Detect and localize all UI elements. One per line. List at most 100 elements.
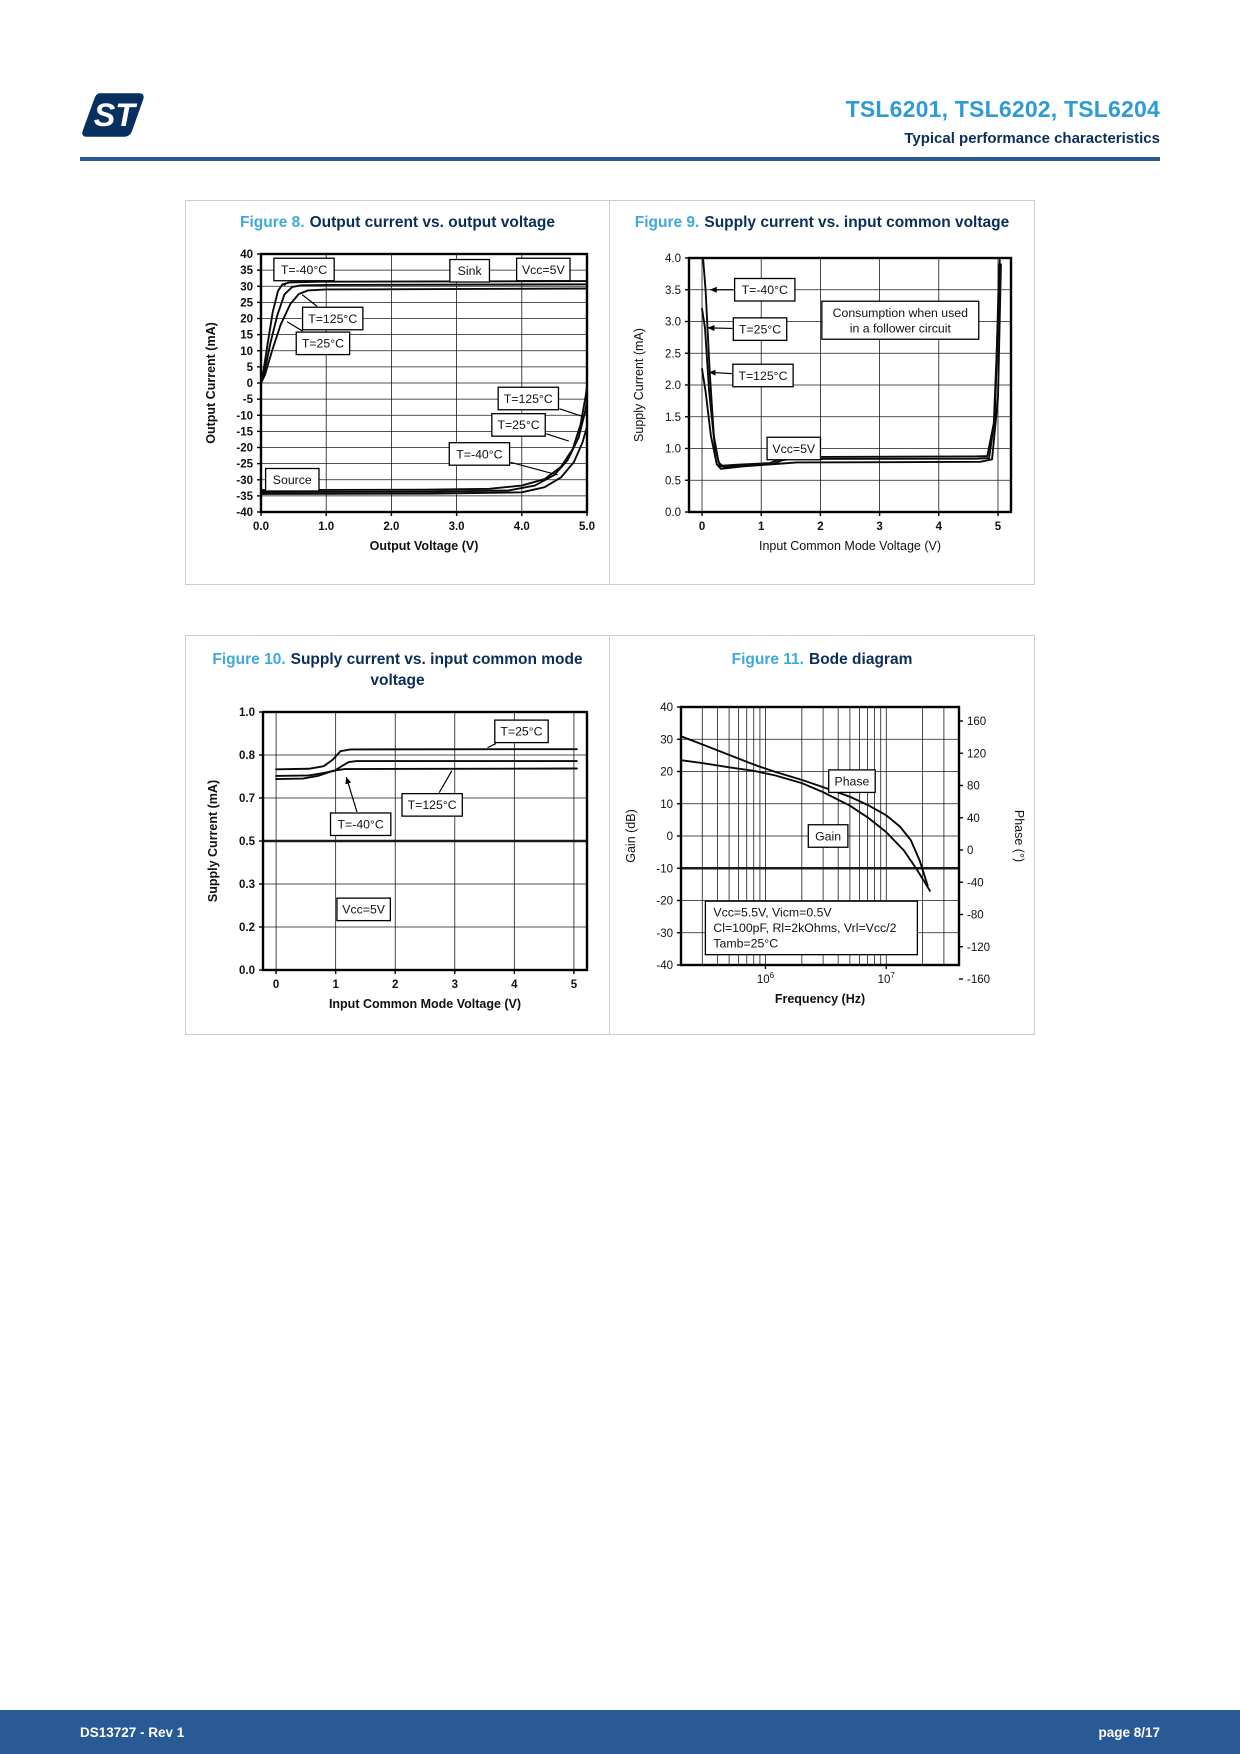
- svg-text:0.2: 0.2: [239, 922, 255, 934]
- svg-text:0: 0: [246, 378, 252, 390]
- figure-9-title: Supply current vs. input common voltage: [704, 214, 1010, 231]
- svg-text:T=25°C: T=25°C: [500, 724, 542, 738]
- svg-text:Sink: Sink: [457, 264, 482, 278]
- svg-text:2.0: 2.0: [665, 380, 681, 392]
- svg-text:35: 35: [240, 265, 253, 277]
- svg-text:40: 40: [240, 249, 253, 261]
- svg-text:-20: -20: [236, 442, 253, 454]
- svg-text:-15: -15: [236, 426, 253, 438]
- figure-9-number: Figure 9.: [634, 214, 700, 231]
- svg-text:4: 4: [511, 979, 518, 991]
- figure-9-caption: Figure 9. Supply current vs. input common…: [630, 213, 1014, 234]
- figure-11-title: Bode diagram: [809, 651, 913, 668]
- svg-text:Vcc=5V: Vcc=5V: [772, 442, 816, 456]
- svg-text:40: 40: [660, 702, 673, 714]
- doc-reference: DS13727 - Rev 1: [80, 1724, 185, 1740]
- svg-text:4: 4: [936, 521, 943, 533]
- svg-text:5: 5: [246, 362, 253, 374]
- figure-8-panel: Figure 8. Output current vs. output volta…: [185, 200, 610, 585]
- svg-text:0.0: 0.0: [253, 521, 269, 533]
- svg-text:Output Voltage (V): Output Voltage (V): [369, 539, 478, 553]
- svg-text:1.5: 1.5: [665, 412, 681, 424]
- svg-text:1.0: 1.0: [239, 707, 255, 719]
- svg-text:-80: -80: [967, 909, 984, 921]
- figure-10-title: Supply current vs. input common mode vol…: [290, 651, 583, 689]
- svg-text:-30: -30: [236, 475, 253, 487]
- st-logo: ST: [80, 90, 146, 140]
- svg-text:2: 2: [392, 979, 398, 991]
- svg-text:0: 0: [667, 831, 673, 843]
- svg-text:T=125°C: T=125°C: [503, 392, 552, 406]
- svg-text:Cl=100pF, Rl=2kOhms, Vrl=Vcc/2: Cl=100pF, Rl=2kOhms, Vrl=Vcc/2: [713, 921, 896, 935]
- svg-text:-120: -120: [967, 942, 990, 954]
- page-footer: DS13727 - Rev 1 page 8/17: [0, 1710, 1240, 1754]
- svg-text:30: 30: [660, 734, 673, 746]
- svg-text:160: 160: [967, 716, 986, 728]
- svg-text:-30: -30: [656, 928, 673, 940]
- svg-text:T=125°C: T=125°C: [308, 312, 357, 326]
- svg-text:-25: -25: [236, 459, 253, 471]
- svg-text:120: 120: [967, 748, 986, 760]
- svg-text:3.0: 3.0: [665, 316, 681, 328]
- figures-grid: Figure 8. Output current vs. output volta…: [185, 200, 1035, 1035]
- svg-text:-20: -20: [656, 895, 673, 907]
- svg-text:15: 15: [240, 330, 253, 342]
- svg-text:Output Current (mA): Output Current (mA): [204, 322, 218, 444]
- svg-text:10: 10: [660, 799, 673, 811]
- svg-text:-35: -35: [236, 491, 253, 503]
- svg-text:3.0: 3.0: [448, 521, 464, 533]
- svg-text:Supply Current (mA): Supply Current (mA): [206, 780, 220, 902]
- svg-text:5.0: 5.0: [579, 521, 595, 533]
- figure-10-panel: Figure 10. Supply current vs. input commo…: [185, 635, 610, 1035]
- svg-text:-10: -10: [656, 863, 673, 875]
- figure-8-title: Output current vs. output voltage: [309, 214, 556, 231]
- figure-10-number: Figure 10.: [212, 651, 286, 668]
- page-number: page 8/17: [1098, 1724, 1160, 1740]
- svg-text:1: 1: [758, 521, 765, 533]
- svg-text:Gain (dB): Gain (dB): [624, 809, 638, 863]
- svg-text:in a follower circuit: in a follower circuit: [850, 321, 952, 335]
- svg-text:106: 106: [757, 971, 775, 986]
- svg-text:Supply Current (mA): Supply Current (mA): [632, 328, 646, 442]
- svg-text:-5: -5: [242, 394, 253, 406]
- svg-text:Consumption when used: Consumption when used: [833, 306, 969, 320]
- figure-8-number: Figure 8.: [239, 214, 305, 231]
- svg-text:30: 30: [240, 281, 253, 293]
- svg-text:5: 5: [995, 521, 1002, 533]
- svg-text:3: 3: [451, 979, 457, 991]
- svg-text:0: 0: [967, 845, 973, 857]
- figure-9-panel: Figure 9. Supply current vs. input common…: [610, 200, 1035, 585]
- svg-text:1: 1: [332, 979, 339, 991]
- figure-9-chart: 0 1 2 3 4 5 0.0 0.5 1.0 1.5 2.0 2.5 3.0 3.5 4.0 Supply …: [632, 253, 1013, 553]
- svg-text:25: 25: [240, 297, 253, 309]
- svg-text:3.5: 3.5: [665, 285, 681, 297]
- svg-text:0.5: 0.5: [665, 475, 681, 487]
- svg-text:0: 0: [699, 521, 705, 533]
- svg-text:Phase: Phase: [835, 774, 870, 788]
- svg-text:-160: -160: [967, 974, 990, 986]
- page-subtitle: Typical performance characteristics: [904, 130, 1160, 147]
- st-logo-icon: ST: [82, 93, 144, 137]
- svg-text:Tamb=25°C: Tamb=25°C: [713, 937, 778, 951]
- svg-text:-10: -10: [236, 410, 253, 422]
- header-rule: [80, 157, 1160, 161]
- figure-11-panel: Figure 11. Bode diagram 106 107 -40 -30 -20 -1…: [610, 635, 1035, 1035]
- product-title: TSL6201, TSL6202, TSL6204: [845, 96, 1160, 122]
- svg-text:0.5: 0.5: [239, 836, 256, 848]
- svg-text:T=-40°C: T=-40°C: [742, 283, 788, 297]
- svg-text:Gain: Gain: [815, 829, 841, 843]
- svg-text:Source: Source: [272, 473, 311, 487]
- svg-text:1.0: 1.0: [665, 443, 681, 455]
- svg-text:0.3: 0.3: [239, 879, 255, 891]
- svg-text:Input Common Mode Voltage (V): Input Common Mode Voltage (V): [759, 539, 941, 553]
- svg-text:20: 20: [660, 766, 673, 778]
- svg-text:40: 40: [967, 813, 980, 825]
- svg-text:3: 3: [876, 521, 882, 533]
- svg-text:1.0: 1.0: [318, 521, 334, 533]
- figure-8-chart: 0.0 1.0 2.0 3.0 4.0 5.0 -40 -35 -30 -25 -20 -15 -10 -…: [204, 249, 595, 553]
- svg-text:0: 0: [272, 979, 278, 991]
- svg-text:Vcc=5V: Vcc=5V: [521, 263, 565, 277]
- figure-10-caption: Figure 10. Supply current vs. input commo…: [206, 650, 589, 692]
- svg-text:T=-40°C: T=-40°C: [337, 817, 383, 831]
